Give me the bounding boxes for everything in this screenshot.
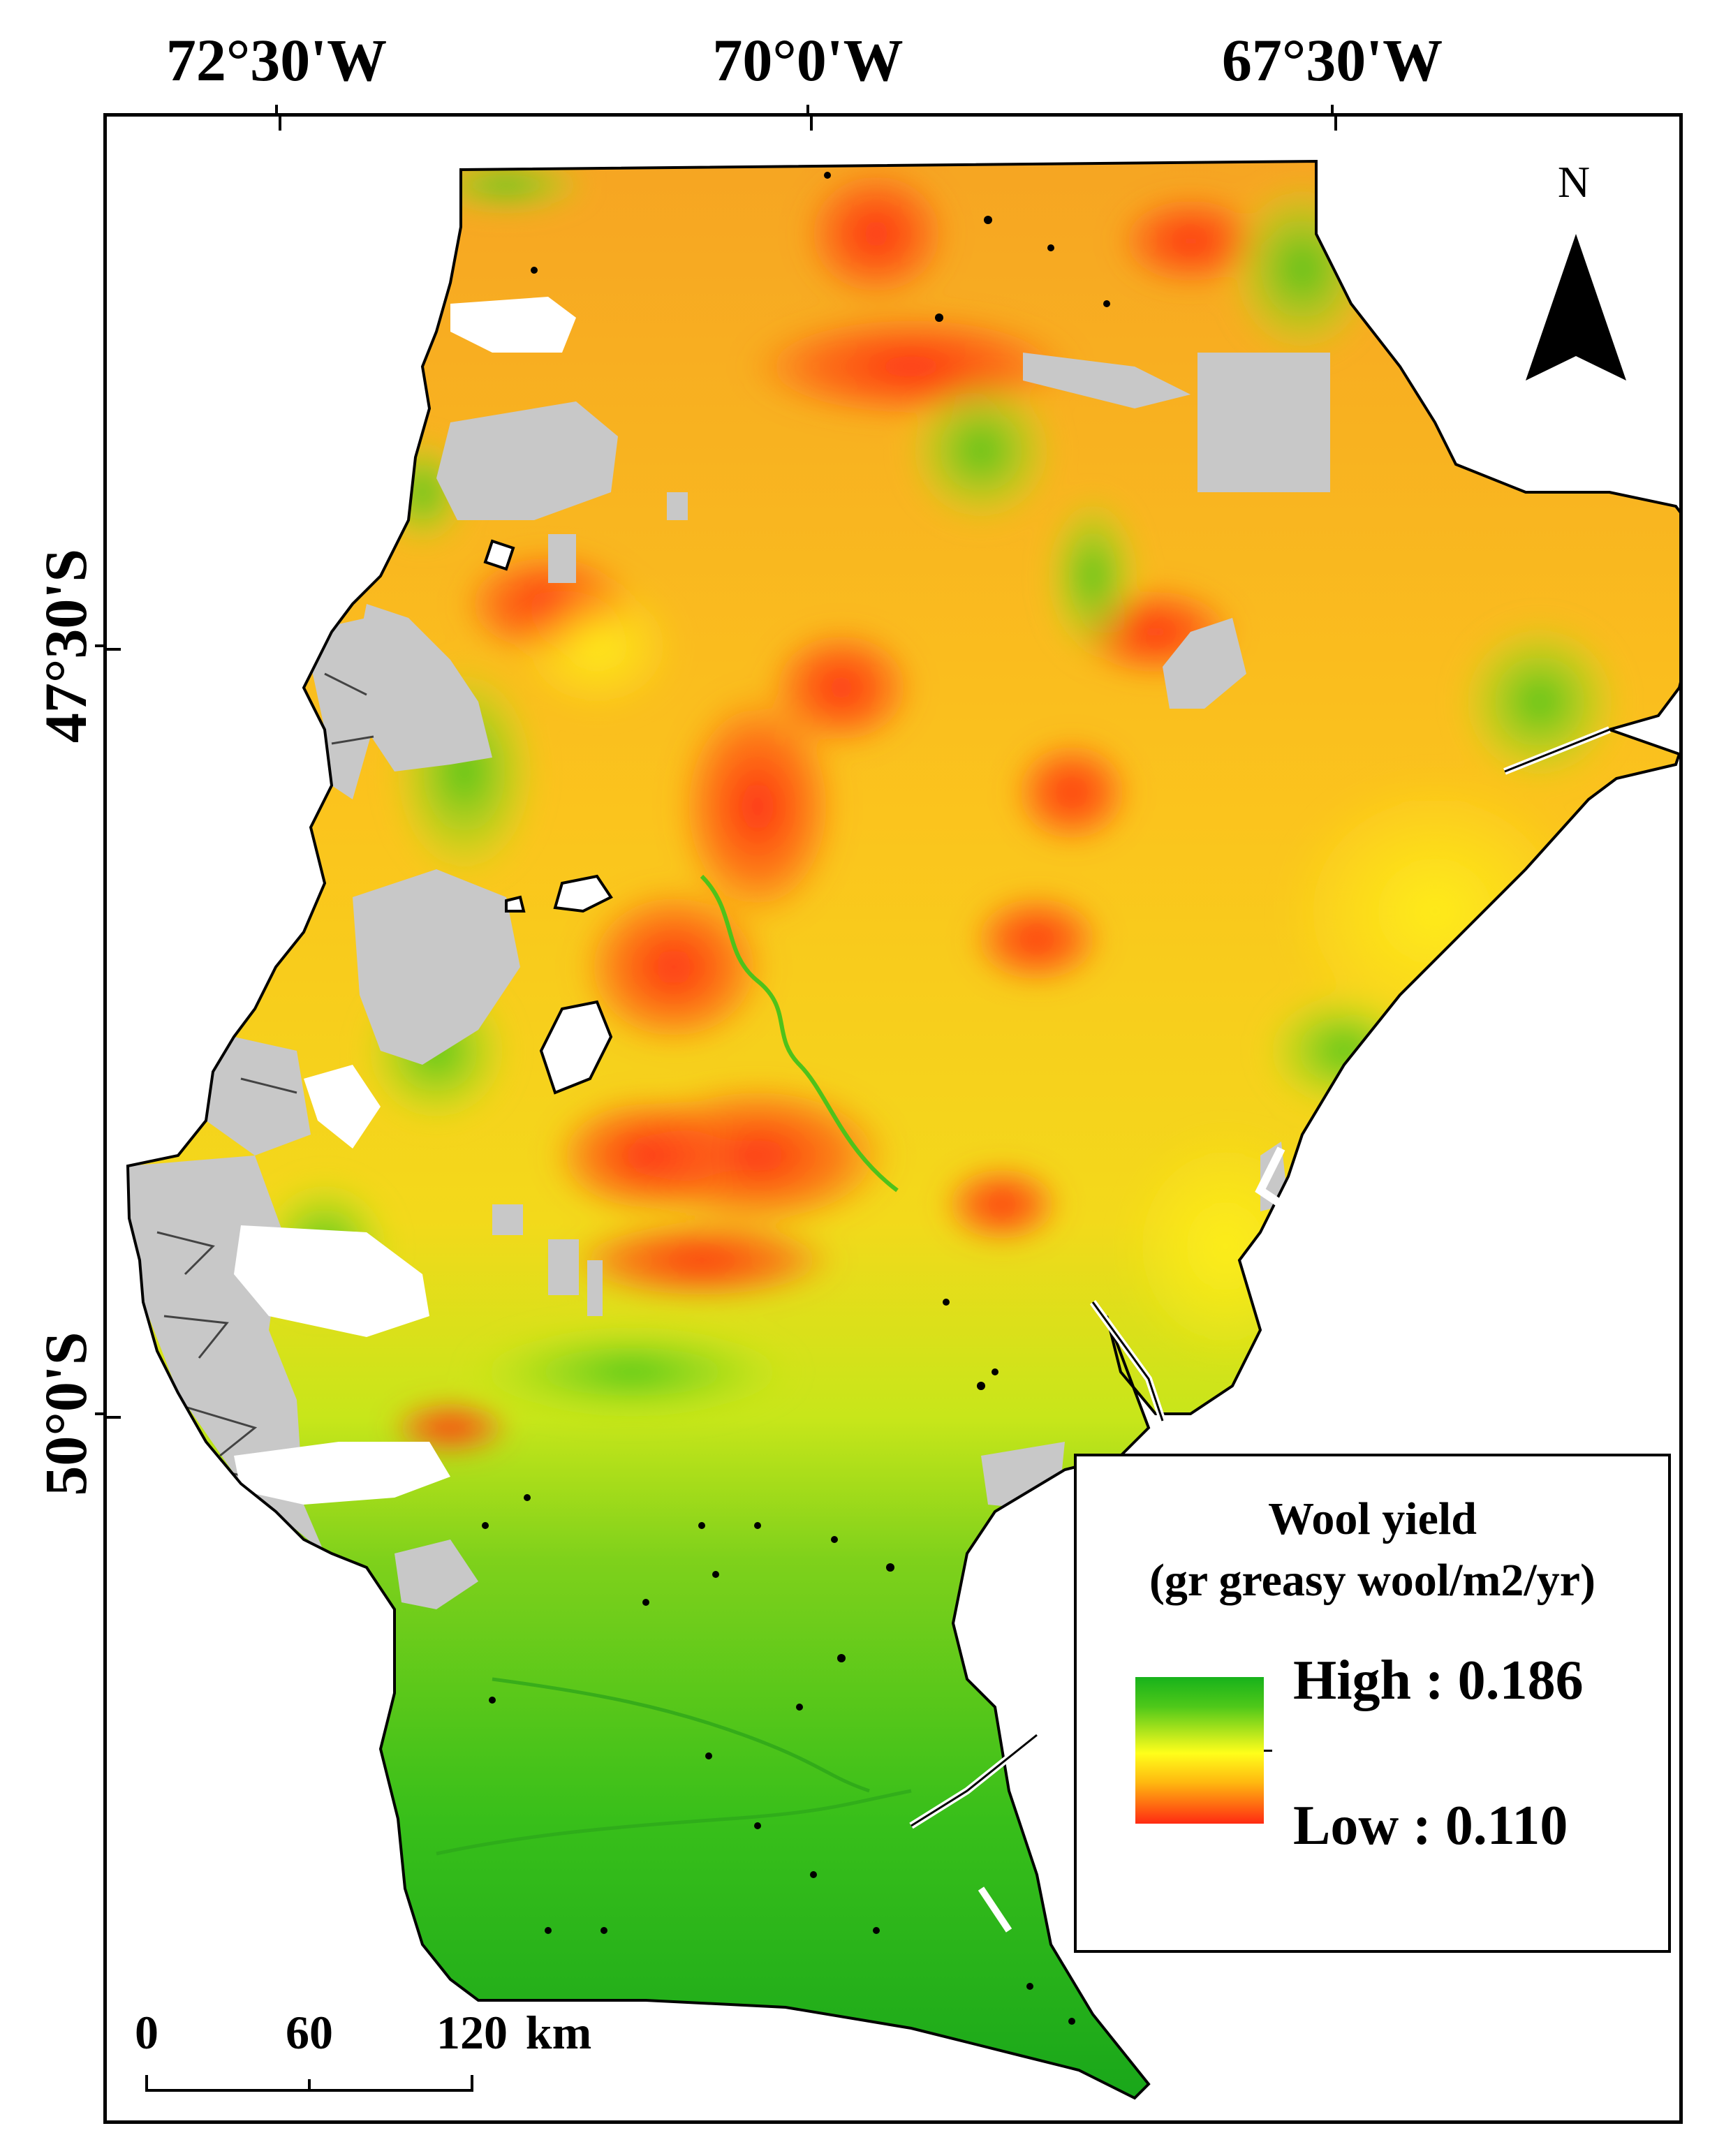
lakes <box>483 539 613 1095</box>
latitude-label-50-0s: 50°0'S <box>32 1331 99 1496</box>
legend-subtitle: (gr greasy wool/m2/yr) <box>1149 1555 1596 1606</box>
legend: Wool yield (gr greasy wool/m2/yr) High :… <box>1074 1454 1671 1953</box>
graticule-ticks <box>107 117 1337 1419</box>
scale-bar-tick-60 <box>308 2079 311 2092</box>
scale-label-0: 0 <box>135 2006 159 2059</box>
longitude-label-72-30w: 72°30'W <box>165 27 388 94</box>
legend-ramp-tick <box>1264 1750 1272 1752</box>
legend-low-label: Low : 0.110 <box>1293 1795 1568 1856</box>
tick-47-30s <box>95 644 105 647</box>
north-label: N <box>1557 157 1591 207</box>
longitude-label-67-30w: 67°30'W <box>1221 27 1443 94</box>
scale-label-60: 60 <box>286 2006 333 2059</box>
legend-high-label: High : 0.186 <box>1293 1650 1584 1711</box>
scale-bar-tick-120 <box>471 2075 473 2092</box>
scale-label-120: 120 <box>436 2006 508 2059</box>
tick-72-30w <box>275 105 278 115</box>
north-arrow-icon <box>1526 234 1626 381</box>
tick-70-0w <box>806 105 809 115</box>
longitude-label-70-0w: 70°0'W <box>712 27 904 94</box>
latitude-label-47-30s: 47°30'S <box>32 548 99 744</box>
tick-67-30w <box>1331 105 1334 115</box>
legend-color-ramp <box>1135 1677 1264 1824</box>
andes-fjord-zone <box>128 618 450 1553</box>
small-water-bodies <box>482 172 1110 2025</box>
tick-50-0s <box>95 1412 105 1415</box>
scale-bar-tick-0 <box>145 2075 148 2092</box>
no-data-areas <box>353 353 1330 1609</box>
legend-title: Wool yield <box>1268 1493 1477 1544</box>
scale-unit-label: km <box>525 2006 592 2059</box>
